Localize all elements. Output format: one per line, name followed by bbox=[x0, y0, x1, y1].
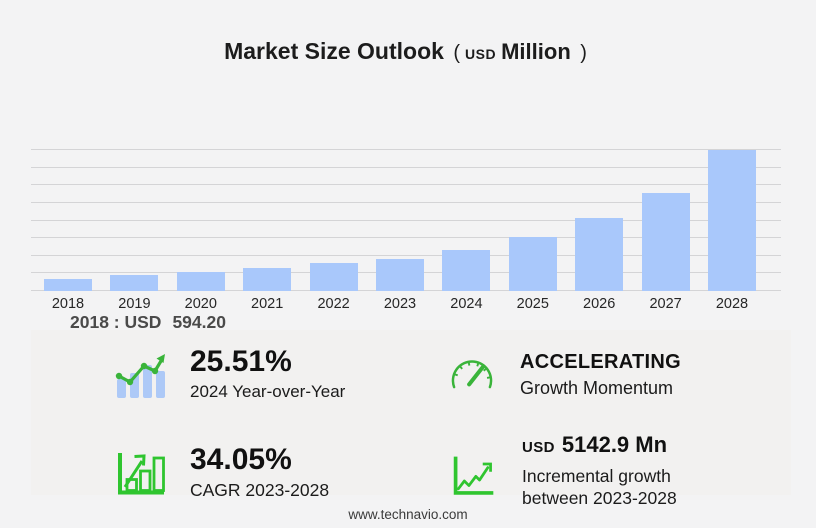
gridline bbox=[31, 201, 781, 203]
data-label-year-currency: 2018 : USD bbox=[70, 312, 162, 332]
bar-2025[interactable] bbox=[508, 237, 557, 291]
cagr-value: 34.05% bbox=[190, 443, 292, 476]
page-title: Market Size Outlook (USD Million ) bbox=[0, 38, 816, 65]
yoy-label: 2024 Year-over-Year bbox=[190, 382, 346, 401]
stat-cagr: 34.05% CAGR 2023-2028 bbox=[114, 443, 330, 500]
stat-incremental: USD 5142.9 Mn Incremental growth between … bbox=[450, 432, 677, 509]
footer-url: www.technavio.com bbox=[348, 507, 468, 522]
trend-line-arrow-icon bbox=[453, 456, 494, 495]
gridline bbox=[31, 237, 781, 239]
incremental-value: 5142.9 Mn bbox=[561, 432, 668, 457]
bar-chart-plot bbox=[31, 149, 781, 291]
unit-label: Million bbox=[501, 39, 571, 64]
yoy-value: 25.51% bbox=[190, 345, 292, 378]
bar-2022[interactable] bbox=[309, 263, 358, 291]
x-axis-label-2027: 2027 bbox=[649, 296, 682, 312]
unit-paren-open: ( bbox=[453, 42, 461, 64]
gridline bbox=[31, 184, 781, 186]
bar-2028[interactable] bbox=[708, 150, 756, 291]
gridline bbox=[31, 149, 781, 150]
bar-growth-arrow-icon bbox=[118, 453, 165, 495]
bar-2019[interactable] bbox=[110, 274, 159, 291]
speedometer-icon bbox=[451, 360, 493, 389]
bar-2023[interactable] bbox=[376, 258, 424, 291]
data-label-2018: 2018 : USD 594.20 bbox=[70, 312, 226, 333]
bar-2018[interactable] bbox=[44, 278, 92, 291]
gridline bbox=[31, 254, 781, 256]
incremental-label-line2: between 2023-2028 bbox=[522, 488, 677, 508]
stat-yoy: 25.51% 2024 Year-over-Year bbox=[114, 346, 346, 402]
gridline bbox=[31, 166, 781, 168]
stats-panel bbox=[31, 330, 791, 495]
bar-2020[interactable] bbox=[176, 271, 225, 291]
x-axis-label-2019: 2019 bbox=[118, 296, 151, 312]
data-label-amount: 594.20 bbox=[172, 312, 226, 332]
x-axis-label-2022: 2022 bbox=[317, 296, 350, 312]
bar-2026[interactable] bbox=[575, 218, 624, 291]
x-axis-label-2021: 2021 bbox=[251, 296, 284, 312]
cagr-label: CAGR 2023-2028 bbox=[190, 480, 330, 500]
momentum-value: ACCELERATING bbox=[520, 351, 682, 373]
unit-currency: USD bbox=[465, 46, 497, 62]
momentum-label: Growth Momentum bbox=[520, 378, 674, 398]
stat-momentum: ACCELERATING Growth Momentum bbox=[448, 351, 682, 399]
bar-trend-icon bbox=[115, 354, 165, 398]
bar-2021[interactable] bbox=[243, 268, 292, 291]
x-axis-label-2028: 2028 bbox=[715, 296, 749, 312]
x-axis-label-2020: 2020 bbox=[184, 296, 217, 312]
bar-2027[interactable] bbox=[641, 192, 690, 291]
x-axis-label-2026: 2026 bbox=[583, 296, 616, 312]
incremental-label-line1: Incremental growth bbox=[522, 466, 671, 486]
gridline bbox=[31, 219, 781, 221]
unit-paren-close: ) bbox=[580, 42, 587, 64]
incremental-currency: USD bbox=[522, 439, 555, 456]
x-axis-labels: 2018 2019 2020 2021 2022 2023 2024 2025 2026 2027… bbox=[31, 296, 781, 314]
x-axis-label-2023: 2023 bbox=[383, 296, 417, 312]
x-axis-label-2024: 2024 bbox=[450, 296, 483, 312]
x-axis-label-2025: 2025 bbox=[516, 296, 549, 312]
bar-2024[interactable] bbox=[442, 250, 491, 291]
chart-title: Market Size Outlook bbox=[224, 38, 444, 64]
x-axis-label-2018: 2018 bbox=[51, 296, 85, 312]
